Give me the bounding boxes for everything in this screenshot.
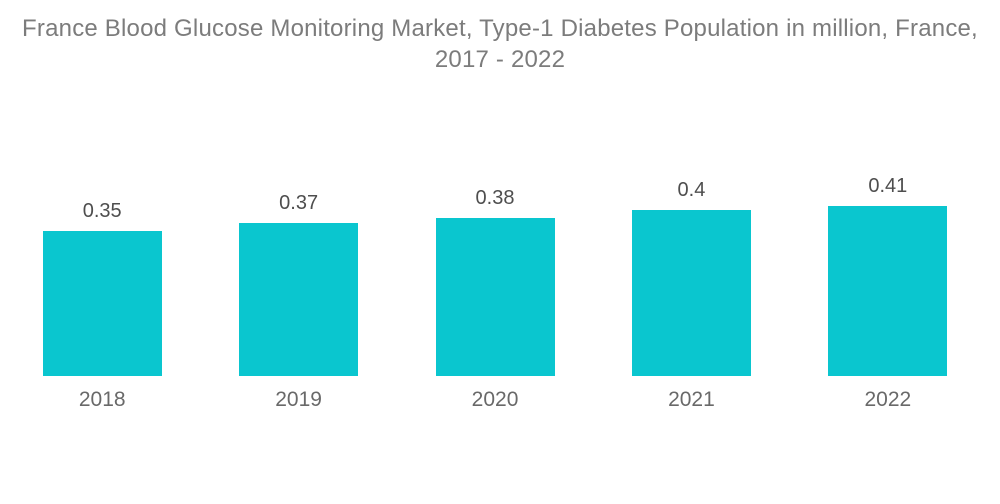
x-axis-label: 2022 <box>864 388 912 411</box>
bar-value-label: 0.37 <box>279 191 319 214</box>
bar-column: 0.37 <box>200 192 396 376</box>
bar-value-label: 0.4 <box>677 179 706 202</box>
x-axis-label: 2019 <box>275 388 322 411</box>
bar-column: 0.38 <box>397 187 593 376</box>
bar <box>42 230 162 376</box>
x-axis-row: 2018 2019 2020 2021 2022 <box>4 388 986 412</box>
bar-column: 0.4 <box>593 179 789 376</box>
bar <box>239 222 359 376</box>
chart-title-line2: 2017 - 2022 <box>434 46 566 73</box>
x-axis-label: 2018 <box>78 388 126 411</box>
bar-column: 0.35 <box>4 200 200 376</box>
bar-row: 0.35 0.37 0.38 0.4 0.41 <box>4 175 986 376</box>
bar-chart: 0.35 0.37 0.38 0.4 0.41 2018 2019 2020 2021 2022 <box>4 175 986 412</box>
bar-value-label: 0.38 <box>475 187 515 210</box>
bar-column: 0.41 <box>790 175 986 376</box>
bar-value-label: 0.35 <box>82 199 122 222</box>
bar <box>435 218 555 376</box>
x-axis-label: 2020 <box>471 388 519 411</box>
x-axis-label: 2021 <box>668 388 715 411</box>
bar <box>631 210 751 376</box>
chart-title: France Blood Glucose Monitoring Market, … <box>0 13 1000 75</box>
bar-value-label: 0.41 <box>868 175 908 197</box>
chart-title-line1: France Blood Glucose Monitoring Market, … <box>22 15 978 42</box>
bar <box>828 206 948 376</box>
